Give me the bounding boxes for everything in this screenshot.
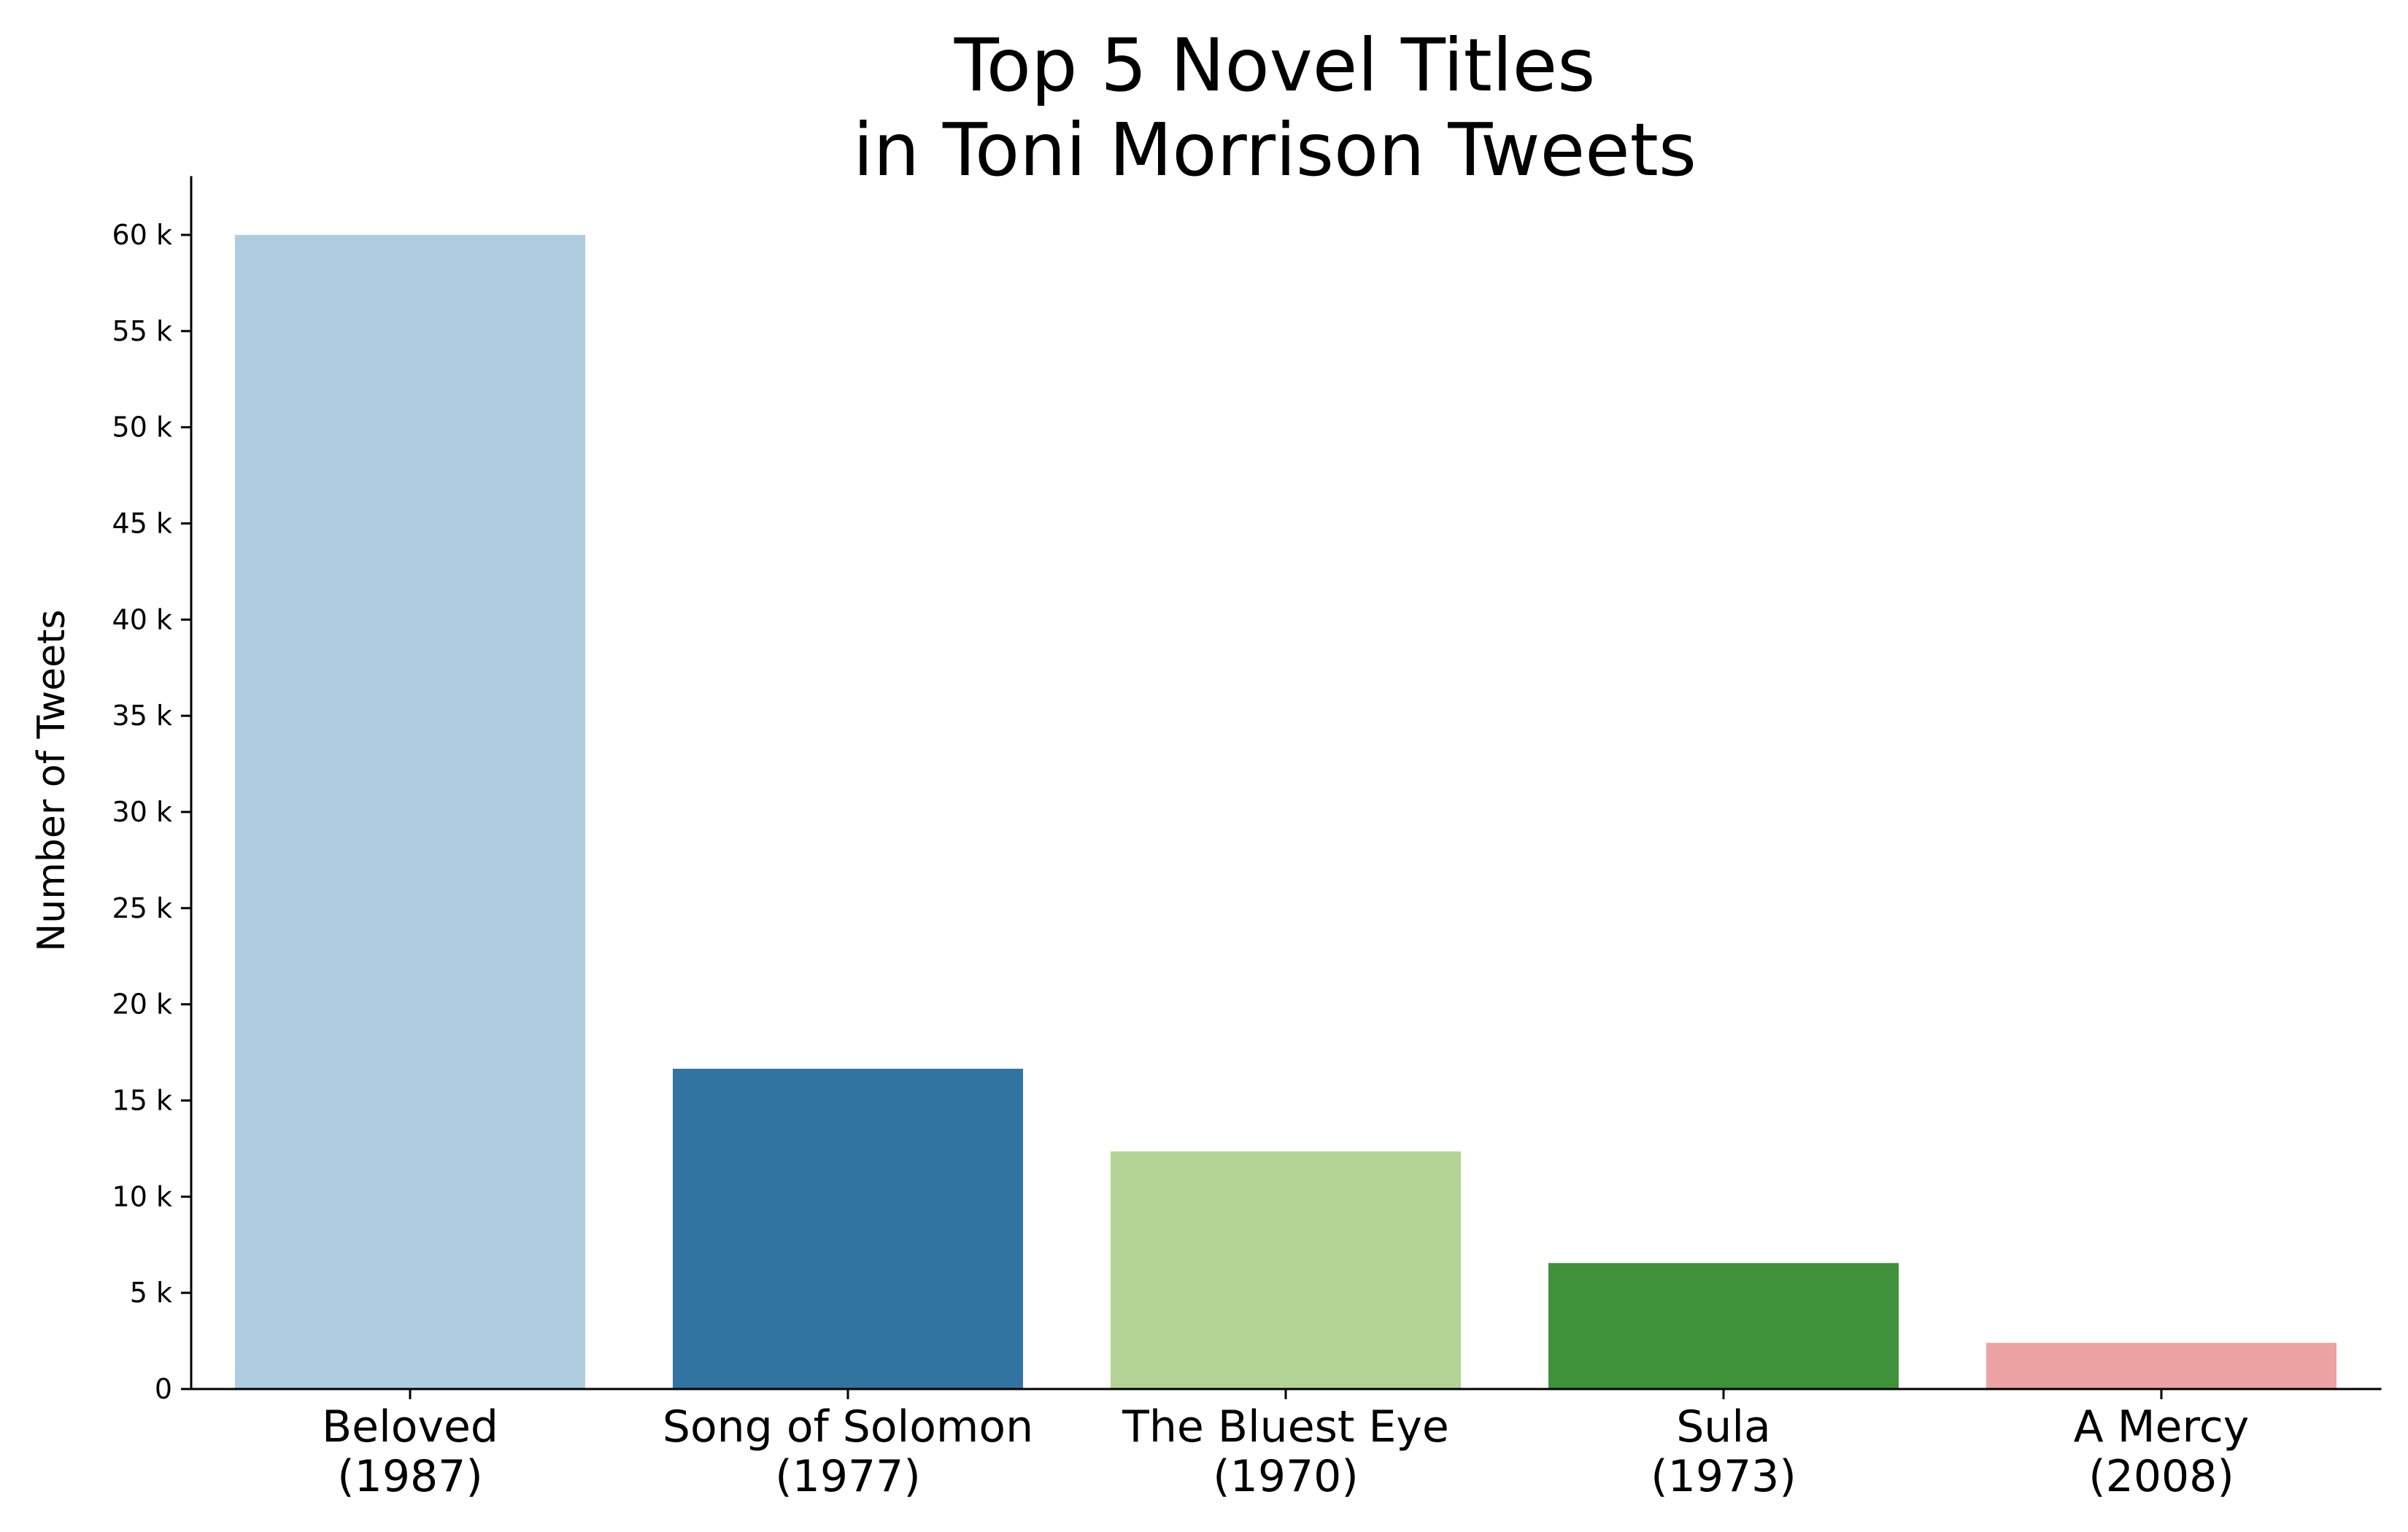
x-tick-label-0: Beloved (1987)	[322, 1401, 498, 1502]
chart-title-line-2: in Toni Morrison Tweets	[853, 107, 1697, 193]
y-tick-label-12: 60 k	[112, 219, 172, 251]
x-tick-label-3: Sula (1973)	[1651, 1401, 1797, 1502]
x-tick-label-2-line-0: The Bluest Eye	[1122, 1401, 1449, 1452]
bars	[235, 235, 2336, 1389]
bar-3	[1548, 1263, 1899, 1389]
y-axis-ticks: 0 5 k 10 k 15 k 20 k 25 k 30 k 35 k 40 k 45 k 50 k…	[112, 219, 191, 1405]
x-axis-ticks: Beloved (1987) Song of Solomon (1977) The Bl…	[322, 1389, 2249, 1502]
bar-4	[1986, 1342, 2336, 1389]
x-tick-label-1: Song of Solomon (1977)	[663, 1401, 1033, 1502]
chart-title: Top 5 Novel Titles in Toni Morrison Twee…	[853, 23, 1697, 193]
chart-title-line-1: Top 5 Novel Titles	[954, 23, 1596, 108]
bar-2	[1111, 1151, 1461, 1389]
y-tick-label-6: 30 k	[112, 796, 172, 828]
bar-0	[235, 235, 585, 1389]
y-axis-label: Number of Tweets	[30, 609, 74, 951]
bar-1	[673, 1068, 1023, 1389]
x-tick-label-2: The Bluest Eye (1970)	[1122, 1401, 1449, 1502]
y-tick-label-0: 0	[155, 1373, 172, 1405]
y-tick-label-9: 45 k	[112, 508, 172, 540]
x-tick-label-2-line-1: (1970)	[1213, 1451, 1359, 1502]
y-tick-label-5: 25 k	[112, 892, 172, 924]
y-tick-label-4: 20 k	[112, 989, 172, 1021]
y-tick-label-1: 5 k	[130, 1277, 172, 1309]
x-tick-label-0-line-1: (1987)	[337, 1451, 483, 1502]
x-tick-label-0-line-0: Beloved	[322, 1401, 498, 1452]
x-tick-label-4-line-0: A Mercy	[2074, 1401, 2250, 1452]
y-tick-label-3: 15 k	[112, 1085, 172, 1117]
y-tick-label-2: 10 k	[112, 1180, 172, 1212]
x-tick-label-1-line-1: (1977)	[775, 1451, 921, 1502]
y-tick-label-7: 35 k	[112, 700, 172, 732]
x-tick-label-4: A Mercy (2008)	[2074, 1401, 2250, 1502]
y-tick-label-11: 55 k	[112, 315, 172, 347]
x-tick-label-4-line-1: (2008)	[2088, 1451, 2234, 1502]
y-tick-label-8: 40 k	[112, 603, 172, 635]
x-tick-label-1-line-0: Song of Solomon	[663, 1401, 1033, 1452]
x-tick-label-3-line-0: Sula	[1676, 1401, 1771, 1452]
y-tick-label-10: 50 k	[112, 411, 172, 444]
x-tick-label-3-line-1: (1973)	[1651, 1451, 1797, 1502]
